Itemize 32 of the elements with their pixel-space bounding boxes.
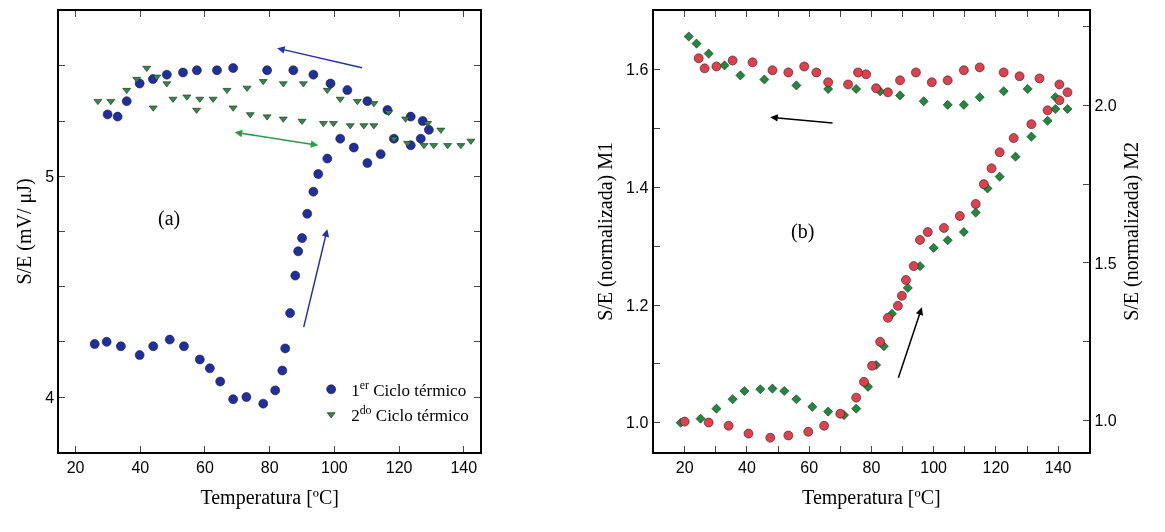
x-tick-label: 100 [920, 459, 948, 477]
x-tick-label: 100 [321, 459, 348, 477]
y-tick-label: 1.0 [626, 414, 649, 432]
x-tick-label: 20 [66, 459, 85, 477]
y2-tick-label: 1.5 [1094, 254, 1117, 272]
legend-label: 1$^{er}$ Ciclo térmico [351, 377, 467, 400]
y-axis-title: S/E (normalizada) M1 [594, 142, 618, 321]
y-tick-label: 5 [45, 167, 55, 185]
x-tick-label: 80 [862, 459, 881, 477]
annotation: (a) [158, 207, 181, 230]
y-tick-label: 1.2 [626, 296, 649, 314]
legend-label: 2$^{do}$ Ciclo térmico [351, 402, 469, 426]
y2-axis-title: S/E (normalizada) M2 [1119, 142, 1143, 321]
x-tick-label: 120 [982, 459, 1010, 477]
x-tick-label: 140 [450, 459, 478, 477]
y-tick-label: 1.4 [626, 178, 649, 196]
y-axis-title: S/E (mV/ μJ) [13, 178, 37, 285]
y-tick-label: 4 [45, 388, 55, 406]
x-tick-label: 140 [1044, 459, 1072, 477]
x-tick-label: 20 [675, 459, 694, 477]
y2-tick-label: 1.0 [1094, 412, 1117, 430]
annotation: (b) [791, 220, 815, 243]
x-tick-label: 60 [196, 459, 214, 477]
y-tick-label: 1.6 [626, 61, 649, 79]
x-axis-title: Temperatura [ºC] [200, 486, 340, 510]
x-tick-label: 120 [385, 459, 413, 477]
x-tick-label: 40 [738, 459, 756, 477]
x-tick-label: 60 [800, 459, 819, 477]
y2-tick-label: 2.0 [1094, 96, 1117, 114]
x-tick-label: 40 [131, 459, 150, 477]
x-tick-label: 80 [260, 459, 279, 477]
x-axis-title: Temperatura [ºC] [802, 486, 941, 510]
